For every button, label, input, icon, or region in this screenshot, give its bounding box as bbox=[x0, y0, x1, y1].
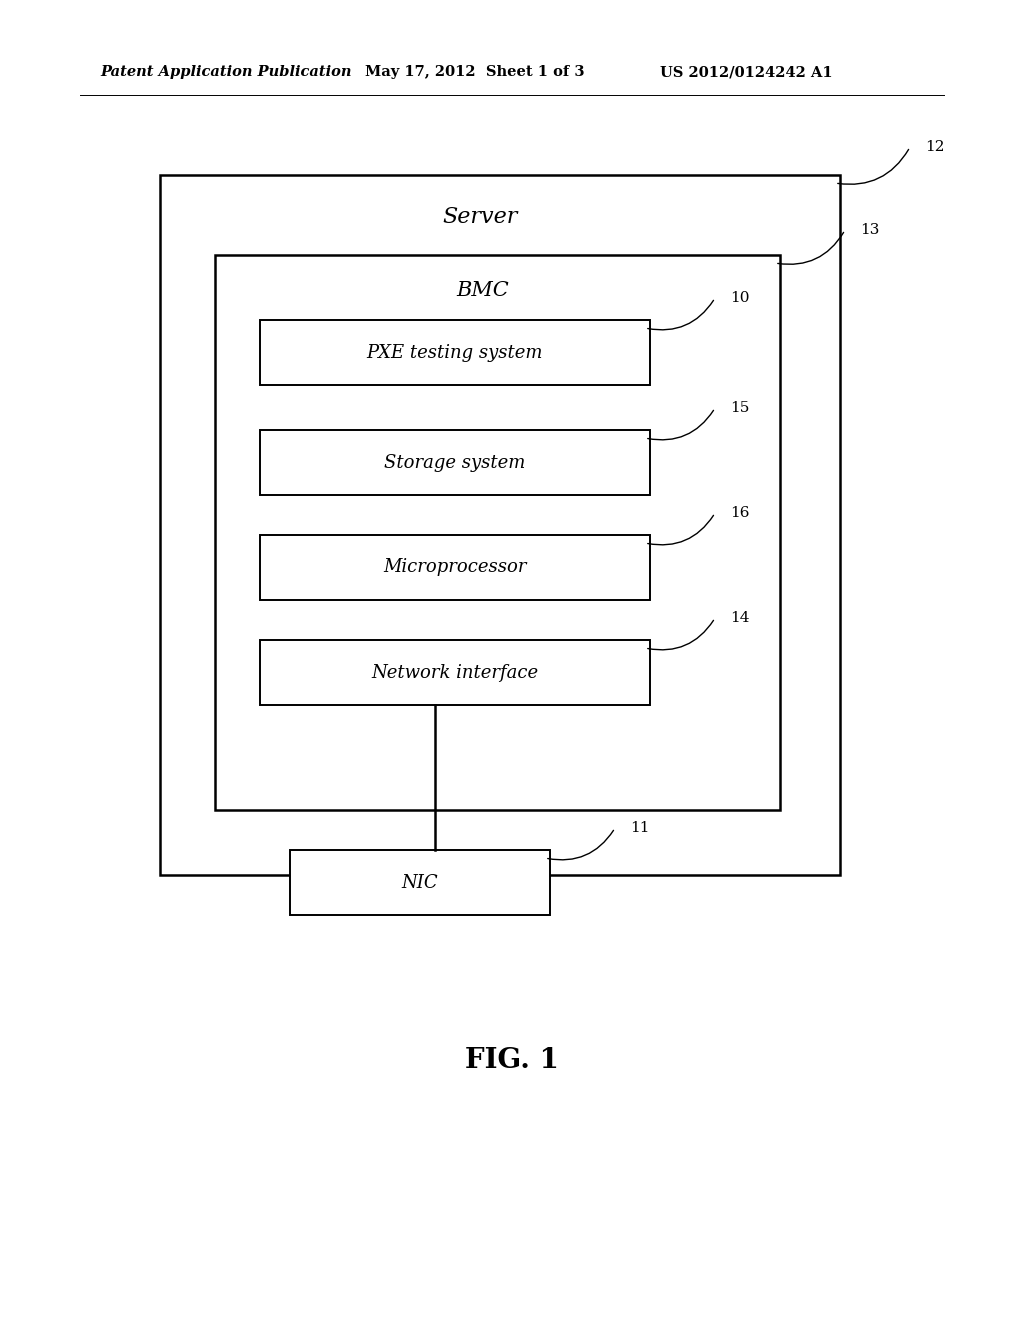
Text: 11: 11 bbox=[630, 821, 649, 836]
Bar bbox=[215, 255, 780, 810]
Text: Patent Application Publication: Patent Application Publication bbox=[100, 65, 351, 79]
Text: Storage system: Storage system bbox=[384, 454, 525, 471]
Bar bbox=[260, 430, 650, 495]
Text: 14: 14 bbox=[730, 611, 750, 624]
Text: FIG. 1: FIG. 1 bbox=[465, 1047, 559, 1073]
Bar bbox=[260, 535, 650, 601]
Text: 10: 10 bbox=[730, 290, 750, 305]
Text: May 17, 2012  Sheet 1 of 3: May 17, 2012 Sheet 1 of 3 bbox=[365, 65, 585, 79]
Text: Network interface: Network interface bbox=[372, 664, 539, 681]
Bar bbox=[260, 319, 650, 385]
Bar bbox=[160, 176, 840, 875]
Text: BMC: BMC bbox=[456, 281, 509, 300]
Text: 15: 15 bbox=[730, 401, 750, 414]
Text: PXE testing system: PXE testing system bbox=[367, 343, 544, 362]
Bar bbox=[290, 850, 550, 915]
Text: 16: 16 bbox=[730, 506, 750, 520]
Text: 12: 12 bbox=[925, 140, 944, 154]
Text: Server: Server bbox=[442, 206, 518, 228]
Text: US 2012/0124242 A1: US 2012/0124242 A1 bbox=[660, 65, 833, 79]
Bar bbox=[260, 640, 650, 705]
Text: NIC: NIC bbox=[401, 874, 438, 891]
Text: Microprocessor: Microprocessor bbox=[383, 558, 526, 577]
Text: 13: 13 bbox=[860, 223, 880, 238]
